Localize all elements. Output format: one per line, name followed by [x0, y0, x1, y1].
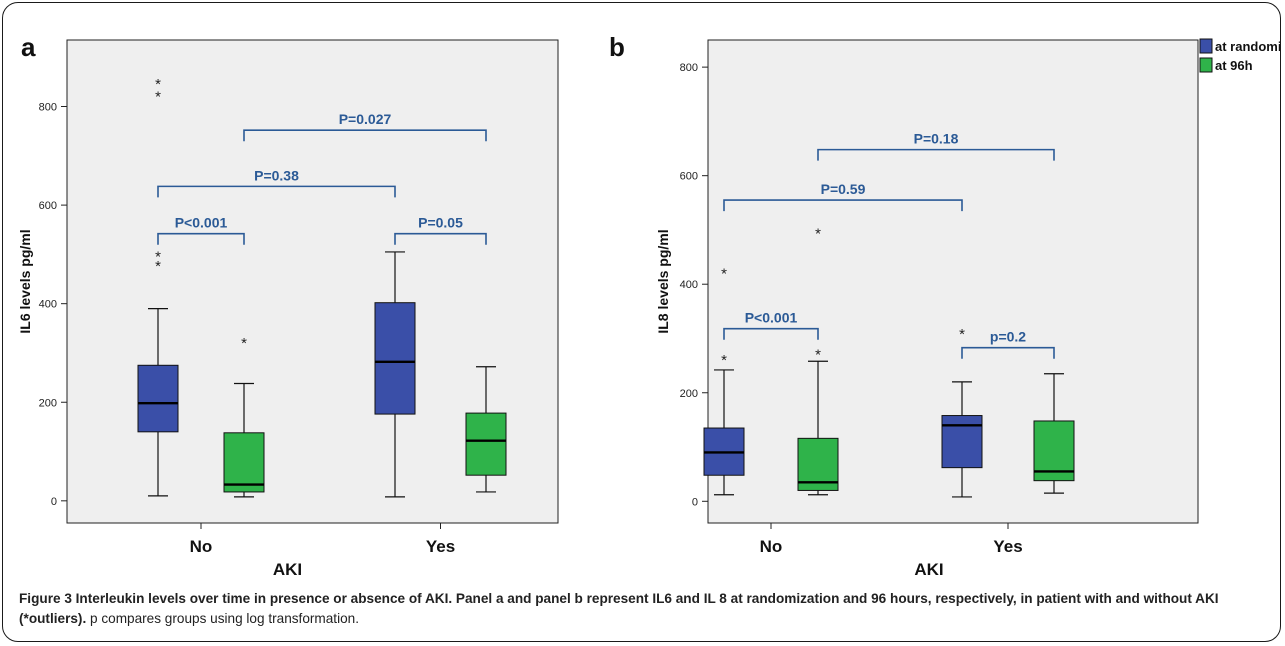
box-no-randomization: ****: [137, 76, 179, 497]
bracket-p-value: P=0.05: [418, 215, 463, 231]
outlier-marker: *: [815, 226, 821, 243]
x-tick-label: Yes: [993, 537, 1022, 556]
bracket-line: [394, 232, 487, 245]
box-no-96h: *: [223, 335, 265, 498]
significance-bracket: P=0.38: [157, 167, 396, 198]
y-axis-label: IL8 levels pg/ml: [655, 229, 671, 333]
legend: at randomization at 96h: [1199, 38, 1281, 73]
y-tick-label: 600: [39, 200, 57, 212]
caption-title: Figure 3 Interleukin levels over time in…: [19, 591, 1219, 626]
x-tick-label: Yes: [426, 537, 455, 556]
outlier-marker: *: [815, 347, 821, 364]
legend-swatch: [1199, 57, 1213, 73]
bracket-p-value: P=0.027: [339, 111, 392, 127]
box-yes-randomization: [374, 251, 416, 498]
box-iqr: [137, 364, 179, 433]
y-tick-label: 400: [680, 279, 698, 291]
box-iqr: [374, 302, 416, 415]
outlier-marker: *: [241, 335, 247, 352]
y-tick-label: 200: [680, 388, 698, 400]
bracket-line: [723, 327, 819, 340]
box-yes-randomization: *: [941, 326, 983, 498]
y-axis-label: IL6 levels pg/ml: [17, 229, 33, 333]
bracket-line: [817, 148, 1055, 161]
bracket-line: [157, 185, 396, 198]
bracket-p-value: P<0.001: [745, 310, 798, 326]
y-tick-label: 0: [51, 496, 57, 508]
x-axis-label: AKI: [273, 560, 302, 579]
legend-swatch: [1199, 38, 1213, 54]
significance-bracket: P=0.05: [394, 215, 487, 245]
bracket-p-value: P=0.59: [821, 181, 866, 197]
box-iqr: [223, 432, 265, 493]
significance-bracket: P=0.59: [723, 181, 963, 212]
bracket-p-value: P<0.001: [175, 215, 228, 231]
box-yes-96h: [465, 366, 507, 493]
panel-label: b: [609, 32, 625, 62]
bracket-p-value: p=0.2: [990, 329, 1026, 345]
legend-label: at 96h: [1215, 58, 1253, 73]
x-tick-label: No: [760, 537, 783, 556]
y-tick-label: 200: [39, 397, 57, 409]
significance-bracket: P=0.027: [243, 111, 487, 142]
significance-bracket: P<0.001: [723, 310, 819, 340]
legend-label: at randomization: [1215, 39, 1281, 54]
significance-bracket: p=0.2: [961, 329, 1055, 359]
outlier-marker: *: [155, 76, 161, 93]
bracket-p-value: P=0.18: [914, 131, 959, 147]
y-tick-label: 600: [680, 171, 698, 183]
bracket-line: [723, 199, 963, 212]
x-axis-label: AKI: [914, 560, 943, 579]
outlier-marker: *: [155, 258, 161, 275]
y-tick-label: 0: [692, 496, 698, 508]
box-iqr: [465, 412, 507, 476]
x-tick-label: No: [190, 537, 213, 556]
figure-caption: Figure 3 Interleukin levels over time in…: [19, 589, 1269, 629]
outlier-marker: *: [721, 352, 727, 369]
outlier-marker: *: [721, 265, 727, 282]
outlier-marker: *: [959, 326, 965, 343]
box-no-randomization: **: [703, 265, 745, 496]
caption-note: p compares groups using log transformati…: [90, 611, 359, 626]
y-tick-label: 800: [39, 102, 57, 114]
box-yes-96h: [1033, 373, 1075, 494]
outlier-marker: *: [155, 89, 161, 106]
outlier-marker: *: [155, 248, 161, 265]
significance-bracket: P<0.001: [157, 215, 245, 245]
bracket-line: [157, 232, 245, 245]
bracket-p-value: P=0.38: [254, 167, 299, 183]
y-tick-label: 800: [680, 62, 698, 74]
significance-bracket: P=0.18: [817, 131, 1055, 161]
box-iqr: [941, 415, 983, 469]
y-tick-label: 400: [39, 299, 57, 311]
box-no-96h: **: [797, 226, 839, 496]
bracket-line: [961, 346, 1055, 359]
bracket-line: [243, 129, 487, 142]
panel-label: a: [21, 32, 36, 62]
